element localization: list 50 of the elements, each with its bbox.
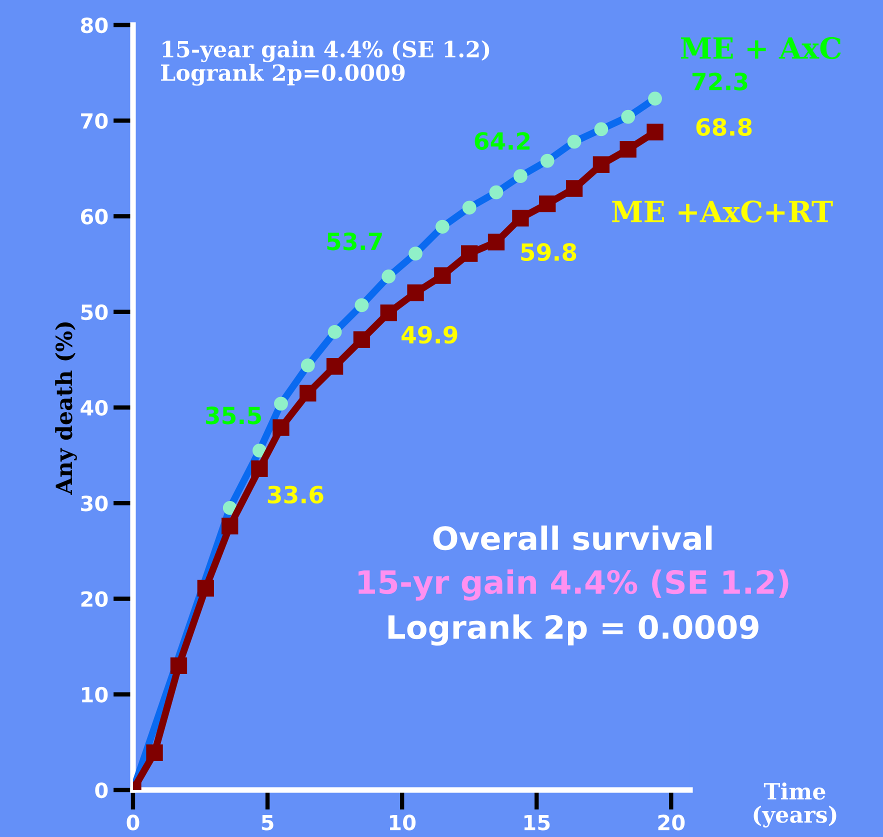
y-tick-label: 0 bbox=[95, 782, 108, 798]
point bbox=[300, 384, 316, 402]
y-axis-title: Any death (%) bbox=[55, 322, 77, 495]
y-tick-label: 50 bbox=[81, 304, 108, 320]
y-tick-label: 30 bbox=[81, 496, 108, 512]
point bbox=[170, 657, 188, 674]
annotation: 15-yr gain 4.4% (SE 1.2) bbox=[358, 569, 788, 601]
point bbox=[592, 156, 610, 173]
annotation: 53.7 bbox=[327, 232, 382, 250]
annotation: 15-year gain 4.4% (SE 1.2) Logrank 2p=0.0009 bbox=[161, 40, 490, 86]
annotation: 33.6 bbox=[268, 486, 324, 504]
x-axis-title: Time (years) bbox=[754, 782, 836, 828]
point bbox=[488, 234, 505, 250]
annotation: Overall survival bbox=[433, 526, 712, 550]
series-label: ME +AxC+RT bbox=[612, 200, 833, 223]
annotation: 68.8 bbox=[696, 118, 752, 136]
point bbox=[566, 180, 583, 197]
point bbox=[222, 518, 238, 534]
x-tick-label: 5 bbox=[262, 814, 274, 830]
annotation: 59.8 bbox=[521, 243, 576, 262]
annotation: 64.2 bbox=[474, 132, 530, 150]
series-label: ME + AxC bbox=[680, 37, 841, 60]
y-tick-label: 20 bbox=[81, 591, 108, 607]
x-tick-label: 15 bbox=[524, 814, 550, 830]
annotation: Logrank 2p = 0.0009 bbox=[388, 614, 758, 646]
point bbox=[512, 210, 529, 226]
point bbox=[272, 419, 290, 436]
point bbox=[539, 195, 556, 212]
point bbox=[434, 267, 451, 284]
y-tick-label: 10 bbox=[82, 686, 108, 703]
point bbox=[326, 358, 344, 375]
x-tick-label: 10 bbox=[390, 814, 416, 830]
point bbox=[251, 460, 268, 478]
point bbox=[197, 580, 214, 597]
annotation: 49.9 bbox=[402, 326, 458, 344]
annotation: 35.5 bbox=[206, 406, 261, 424]
point bbox=[620, 140, 636, 158]
point bbox=[353, 331, 370, 348]
point bbox=[407, 284, 424, 302]
y-tick-label: 70 bbox=[81, 113, 108, 129]
y-tick-label: 80 bbox=[80, 17, 108, 34]
point bbox=[461, 245, 478, 262]
x-tick-label: 20 bbox=[658, 814, 685, 830]
y-tick-label: 60 bbox=[80, 208, 108, 224]
point bbox=[146, 744, 163, 762]
y-tick-label: 40 bbox=[80, 400, 108, 416]
point bbox=[380, 304, 397, 322]
point bbox=[646, 124, 664, 140]
annotation: 72.3 bbox=[692, 72, 748, 90]
x-tick-label: 0 bbox=[126, 814, 140, 830]
